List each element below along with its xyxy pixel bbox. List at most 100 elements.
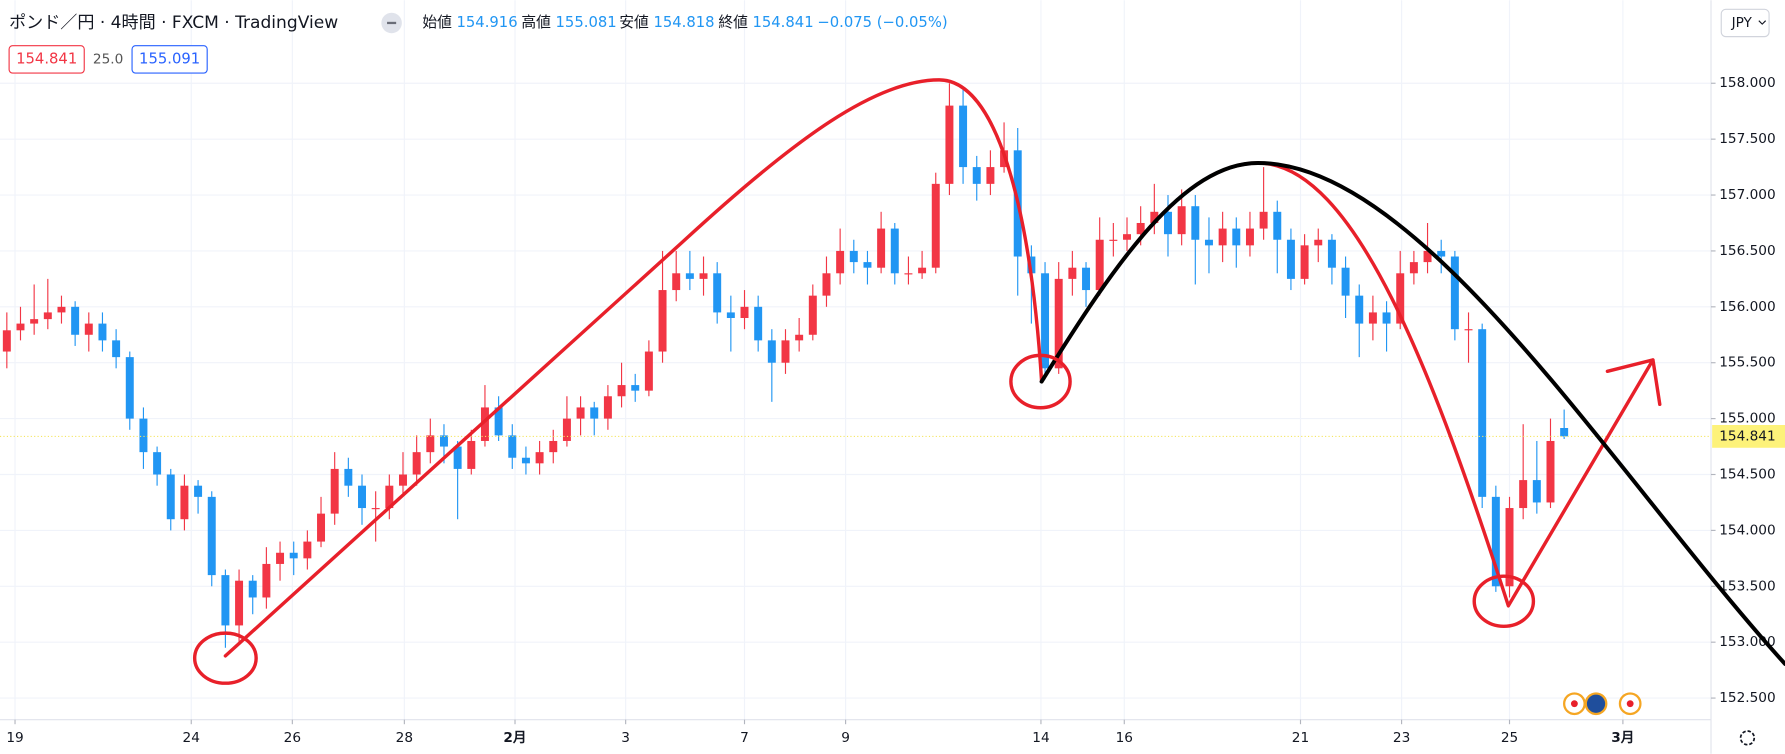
candle-body xyxy=(1505,508,1514,587)
candle-body xyxy=(877,228,886,268)
settings-icon[interactable] xyxy=(1739,730,1756,746)
candle-body xyxy=(1054,278,1063,369)
candle-body xyxy=(904,273,913,275)
event-icons xyxy=(1563,692,1642,716)
candle-body xyxy=(1532,480,1541,503)
candle-body xyxy=(1136,222,1145,235)
x-tick-label: 9 xyxy=(841,730,850,746)
candle-body xyxy=(426,435,435,453)
black-arc xyxy=(1039,160,1785,666)
candle-body xyxy=(1109,239,1118,241)
y-tick-label: 156.500 xyxy=(1719,243,1775,259)
candle-body xyxy=(480,407,489,441)
spread: 25.0 xyxy=(93,51,123,67)
candle-body xyxy=(453,446,462,469)
low-value: 154.818 xyxy=(653,14,714,31)
candle-body xyxy=(371,508,380,510)
candle-body xyxy=(139,418,148,453)
ask-badge[interactable] xyxy=(131,45,208,74)
candle-body xyxy=(262,563,271,598)
x-tick-label: 19 xyxy=(6,730,23,746)
candle-body xyxy=(112,340,121,358)
candle-body xyxy=(1123,234,1131,240)
candle-body xyxy=(808,295,817,335)
high-label: 高値 xyxy=(521,14,551,31)
candle-body xyxy=(1300,245,1309,279)
candle-body xyxy=(890,228,899,274)
candle-body xyxy=(672,273,681,291)
candle-body xyxy=(535,452,544,464)
y-tick-label: 153.500 xyxy=(1719,578,1775,594)
candle-body xyxy=(1382,312,1391,324)
candle-body xyxy=(836,250,845,274)
candle-body xyxy=(194,485,203,497)
candle-body xyxy=(248,580,257,598)
candle-body xyxy=(276,552,285,564)
change-value: −0.075 (−0.05%) xyxy=(817,14,947,31)
candle-body xyxy=(945,105,954,184)
y-tick-label: 155.500 xyxy=(1719,355,1775,371)
candle-body xyxy=(1423,250,1432,263)
candle-body xyxy=(699,273,708,279)
x-tick-label: 7 xyxy=(740,730,749,746)
x-tick-label: 28 xyxy=(396,730,413,746)
candle-body xyxy=(1177,206,1186,235)
event-dot xyxy=(1626,700,1634,708)
y-tick-label: 155.000 xyxy=(1719,411,1775,427)
y-tick-label: 154.000 xyxy=(1719,522,1775,538)
candles xyxy=(0,83,1712,648)
candle-body xyxy=(590,407,599,419)
y-tick-label: 158.000 xyxy=(1719,75,1775,91)
candle-body xyxy=(180,485,189,520)
user-drawings xyxy=(192,78,1785,685)
candle-body xyxy=(289,552,298,559)
candle-body xyxy=(562,418,571,441)
candle-body xyxy=(863,262,872,268)
x-tick-label: 14 xyxy=(1032,730,1049,746)
currency-button[interactable] xyxy=(1720,8,1770,38)
candle-body xyxy=(754,306,763,341)
candle-body xyxy=(603,396,612,419)
bid-badge[interactable] xyxy=(8,45,85,74)
candle-body xyxy=(1368,312,1377,324)
candle-body xyxy=(972,167,981,184)
y-tick-label: 154.500 xyxy=(1719,467,1775,483)
candle-body xyxy=(685,273,694,279)
candle-body xyxy=(2,330,11,352)
candle-body xyxy=(1204,239,1213,246)
candle-body xyxy=(221,575,230,626)
candle-body xyxy=(1478,329,1487,497)
candle-body xyxy=(1519,480,1528,509)
candle-body xyxy=(726,312,735,319)
candle-body xyxy=(1341,267,1350,296)
grid xyxy=(0,0,1712,720)
x-tick-label: 2月 xyxy=(503,730,526,746)
candle-body xyxy=(740,306,749,319)
dropdown-caret xyxy=(1758,20,1767,25)
open-value: 154.916 xyxy=(456,14,517,31)
candle-body xyxy=(795,334,804,341)
candle-body xyxy=(467,440,476,469)
last-price-label: 154.841 xyxy=(1719,428,1775,444)
candle-body xyxy=(71,306,80,335)
candle-body xyxy=(1259,211,1268,229)
candle-body xyxy=(1327,239,1336,268)
x-tick-label: 21 xyxy=(1292,730,1309,746)
candle-body xyxy=(1546,440,1555,503)
legend-header: ポンド／円 · 4時間 · FXCM · TradingView 始値 154.… xyxy=(8,12,948,74)
candle-body xyxy=(1560,428,1569,437)
candle-body xyxy=(235,580,244,626)
event-icon[interactable] xyxy=(1584,692,1608,716)
candle-body xyxy=(303,541,312,559)
candle-body xyxy=(849,250,858,263)
candle-body xyxy=(399,474,407,486)
candle-body xyxy=(549,440,558,453)
candle-body xyxy=(1245,228,1254,246)
candle-body xyxy=(1191,206,1200,240)
open-label: 始値 xyxy=(422,14,452,31)
candle-body xyxy=(439,435,448,447)
candle-body xyxy=(959,105,968,168)
candle-body xyxy=(644,351,653,391)
symbol-title: ポンド／円 · 4時間 · FXCM · TradingView xyxy=(9,13,338,33)
